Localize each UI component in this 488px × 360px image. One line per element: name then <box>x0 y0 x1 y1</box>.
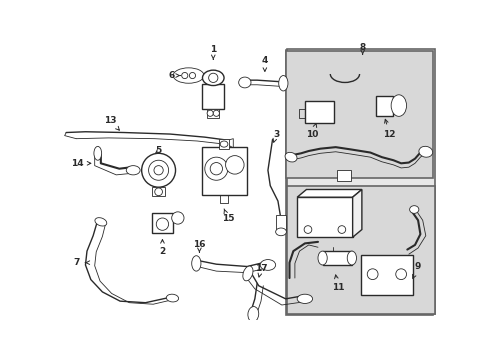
Text: 2: 2 <box>159 239 165 256</box>
Circle shape <box>304 226 311 233</box>
Ellipse shape <box>238 77 250 88</box>
Polygon shape <box>352 189 361 237</box>
Ellipse shape <box>191 256 201 271</box>
Text: 9: 9 <box>412 262 421 278</box>
Bar <box>360 255 413 295</box>
Circle shape <box>366 269 377 280</box>
Text: 15: 15 <box>221 209 234 223</box>
Ellipse shape <box>297 294 312 303</box>
Ellipse shape <box>247 307 258 322</box>
Text: 11: 11 <box>331 275 344 292</box>
Circle shape <box>156 218 168 230</box>
Bar <box>152 187 164 197</box>
Text: 13: 13 <box>103 116 119 130</box>
Ellipse shape <box>243 266 252 281</box>
Ellipse shape <box>418 146 432 157</box>
Bar <box>286 49 434 314</box>
Circle shape <box>148 160 168 180</box>
Circle shape <box>337 226 345 233</box>
Ellipse shape <box>220 141 227 147</box>
Text: 14: 14 <box>71 159 91 168</box>
Circle shape <box>213 110 219 116</box>
Text: 17: 17 <box>254 264 267 277</box>
Ellipse shape <box>126 166 140 175</box>
Ellipse shape <box>94 147 102 160</box>
Bar <box>305 101 333 122</box>
Circle shape <box>154 188 162 195</box>
Text: 1: 1 <box>210 45 216 59</box>
Bar <box>151 213 173 233</box>
Bar <box>275 215 286 232</box>
Circle shape <box>189 72 195 78</box>
Ellipse shape <box>202 70 224 86</box>
Circle shape <box>225 156 244 174</box>
Circle shape <box>207 110 213 116</box>
Circle shape <box>171 212 183 224</box>
Text: 4: 4 <box>261 56 267 71</box>
Bar <box>202 84 224 109</box>
Bar <box>202 147 246 195</box>
Text: 10: 10 <box>306 123 318 139</box>
Bar <box>286 51 432 177</box>
Text: 5: 5 <box>155 147 162 156</box>
Bar <box>297 197 352 237</box>
Text: 6: 6 <box>168 71 180 80</box>
Ellipse shape <box>166 294 178 302</box>
Ellipse shape <box>317 251 326 265</box>
Bar <box>286 50 432 315</box>
Bar <box>219 139 228 149</box>
Circle shape <box>208 73 218 82</box>
Text: 3: 3 <box>272 130 279 142</box>
Circle shape <box>182 72 187 78</box>
Bar <box>207 109 219 118</box>
Ellipse shape <box>390 95 406 116</box>
Text: 16: 16 <box>193 240 205 252</box>
Circle shape <box>154 166 163 175</box>
Bar <box>322 251 351 265</box>
Bar <box>286 186 434 314</box>
Polygon shape <box>297 189 361 197</box>
Ellipse shape <box>346 251 356 265</box>
Ellipse shape <box>95 218 106 226</box>
Circle shape <box>395 269 406 280</box>
Text: 12: 12 <box>383 119 395 139</box>
Bar <box>337 170 350 181</box>
Ellipse shape <box>275 228 286 236</box>
Ellipse shape <box>285 152 296 162</box>
Circle shape <box>142 153 175 187</box>
Ellipse shape <box>278 76 287 91</box>
Bar <box>375 95 392 116</box>
Circle shape <box>210 163 222 175</box>
Ellipse shape <box>173 68 203 83</box>
Text: 8: 8 <box>359 42 365 54</box>
Text: 7: 7 <box>73 258 89 267</box>
Ellipse shape <box>409 206 418 213</box>
Circle shape <box>204 157 227 180</box>
Ellipse shape <box>260 260 275 270</box>
